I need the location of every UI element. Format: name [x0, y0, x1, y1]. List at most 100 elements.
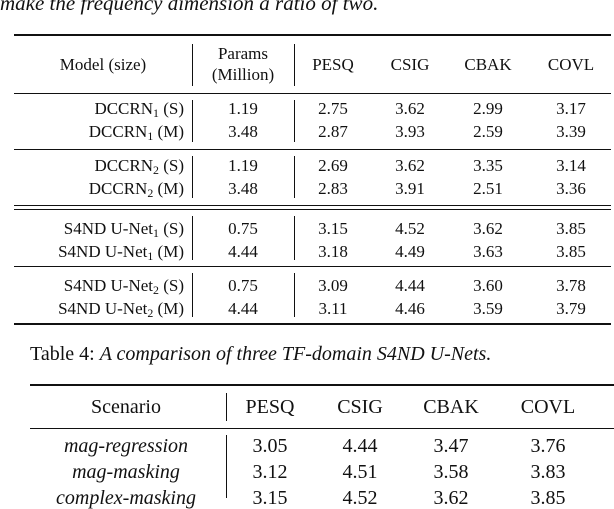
covl-value: 3.14	[556, 156, 586, 175]
table4-col-separator	[226, 393, 227, 421]
header-csig: CSIG	[390, 55, 430, 74]
table3-col-separator	[192, 216, 193, 260]
pesq-value: 3.15	[318, 219, 348, 238]
header-params: Params	[217, 44, 269, 63]
table3-col-separator	[192, 44, 193, 86]
header-pesq: PESQ	[245, 396, 295, 418]
model-size: (S)	[158, 276, 184, 295]
model-variant-subscript: 1	[153, 225, 159, 240]
model-name: DCCRN	[88, 179, 148, 198]
table4-header-rule	[30, 428, 614, 429]
model-name: S4ND U-Net	[63, 219, 154, 238]
table3-header-rule	[14, 93, 611, 94]
table3-col-separator	[192, 156, 193, 198]
pesq-value: 3.09	[318, 276, 348, 295]
csig-value: 4.52	[395, 219, 425, 238]
model-variant-subscript: 1	[147, 128, 154, 143]
params-value: 4.44	[228, 299, 258, 318]
covl-value: 3.36	[556, 179, 586, 198]
csig-value: 4.44	[342, 435, 378, 457]
model-name-cell: DCCRN2 (M)	[88, 179, 184, 200]
pesq-value: 3.05	[252, 435, 288, 457]
cbak-value: 2.51	[473, 179, 503, 198]
table4-caption-label: Table 4:	[30, 343, 100, 365]
pesq-value: 2.83	[318, 179, 348, 198]
header-model-size: Model (size)	[59, 55, 147, 74]
table3-col-separator	[294, 216, 295, 260]
model-size: (M)	[153, 299, 184, 318]
cbak-value: 2.99	[473, 99, 503, 118]
model-size: (S)	[158, 219, 184, 238]
params-value: 1.19	[228, 99, 258, 118]
header-params-unit: (Million)	[211, 65, 275, 84]
model-name: S4ND U-Net	[63, 276, 154, 295]
cbak-value: 3.47	[433, 435, 469, 457]
params-value: 0.75	[228, 219, 258, 238]
model-variant-subscript: 1	[153, 105, 159, 120]
header-scenario: Scenario	[91, 396, 161, 418]
model-name-cell: S4ND U-Net2 (S)	[63, 276, 184, 297]
table3-group-rule	[14, 266, 611, 267]
csig-value: 4.51	[342, 461, 378, 483]
cbak-value: 3.62	[473, 219, 503, 238]
params-value: 3.48	[228, 122, 258, 141]
table3-col-separator	[192, 273, 193, 317]
csig-value: 4.52	[342, 487, 378, 509]
covl-value: 3.78	[556, 276, 586, 295]
model-name-cell: DCCRN2 (S)	[94, 156, 184, 177]
scenario-name: mag-regression	[63, 435, 189, 457]
params-value: 0.75	[228, 276, 258, 295]
model-size: (M)	[153, 179, 184, 198]
header-cbak: CBAK	[464, 55, 512, 74]
pesq-value: 2.75	[318, 99, 348, 118]
pesq-value: 2.87	[318, 122, 348, 141]
table4-caption: Table 4: A comparison of three TF-domain…	[30, 343, 491, 366]
header-covl: COVL	[547, 55, 595, 74]
model-size: (S)	[158, 156, 184, 175]
scenario-name: mag-masking	[72, 461, 180, 483]
scenario-name: complex-masking	[56, 487, 196, 509]
covl-value: 3.83	[530, 461, 566, 483]
table3-col-separator	[192, 100, 193, 142]
table3-group-rule	[14, 149, 611, 150]
cbak-value: 2.59	[473, 122, 503, 141]
model-variant-subscript: 2	[147, 305, 154, 320]
csig-value: 3.91	[395, 179, 425, 198]
table3-col-separator	[294, 156, 295, 198]
header-covl: COVL	[520, 396, 576, 418]
table3-col-separator	[294, 100, 295, 142]
cbak-value: 3.35	[473, 156, 503, 175]
model-name: S4ND U-Net	[58, 242, 148, 261]
cbak-value: 3.63	[473, 242, 503, 261]
params-value: 1.19	[228, 156, 258, 175]
csig-value: 3.93	[395, 122, 425, 141]
model-variant-subscript: 2	[153, 162, 159, 177]
model-variant-subscript: 2	[153, 282, 159, 297]
table3-double-rule-b	[14, 209, 611, 210]
cbak-value: 3.60	[473, 276, 503, 295]
covl-value: 3.39	[556, 122, 586, 141]
model-size: (M)	[153, 242, 184, 261]
model-name: S4ND U-Net	[58, 299, 148, 318]
table4-caption-text: A comparison of three TF-domain S4ND U-N…	[99, 343, 492, 365]
covl-value: 3.76	[530, 435, 566, 457]
model-name: DCCRN	[94, 156, 154, 175]
csig-value: 3.62	[395, 156, 425, 175]
table3-caption-tail: make the frequency dimension a ratio of …	[0, 0, 379, 15]
csig-value: 4.44	[395, 276, 425, 295]
params-value: 4.44	[228, 242, 258, 261]
covl-value: 3.85	[556, 242, 586, 261]
cbak-value: 3.59	[473, 299, 503, 318]
cbak-value: 3.62	[433, 487, 469, 509]
table3-col-separator	[294, 273, 295, 317]
covl-value: 3.85	[556, 219, 586, 238]
model-variant-subscript: 2	[147, 185, 154, 200]
model-name: DCCRN	[88, 122, 148, 141]
model-size: (M)	[153, 122, 184, 141]
csig-value: 4.49	[395, 242, 425, 261]
model-name-cell: S4ND U-Net1 (M)	[58, 242, 184, 262]
model-name-cell: DCCRN1 (S)	[94, 100, 184, 120]
header-cbak: CBAK	[423, 396, 479, 418]
table4-col-separator	[226, 435, 227, 498]
pesq-value: 3.11	[318, 299, 348, 318]
